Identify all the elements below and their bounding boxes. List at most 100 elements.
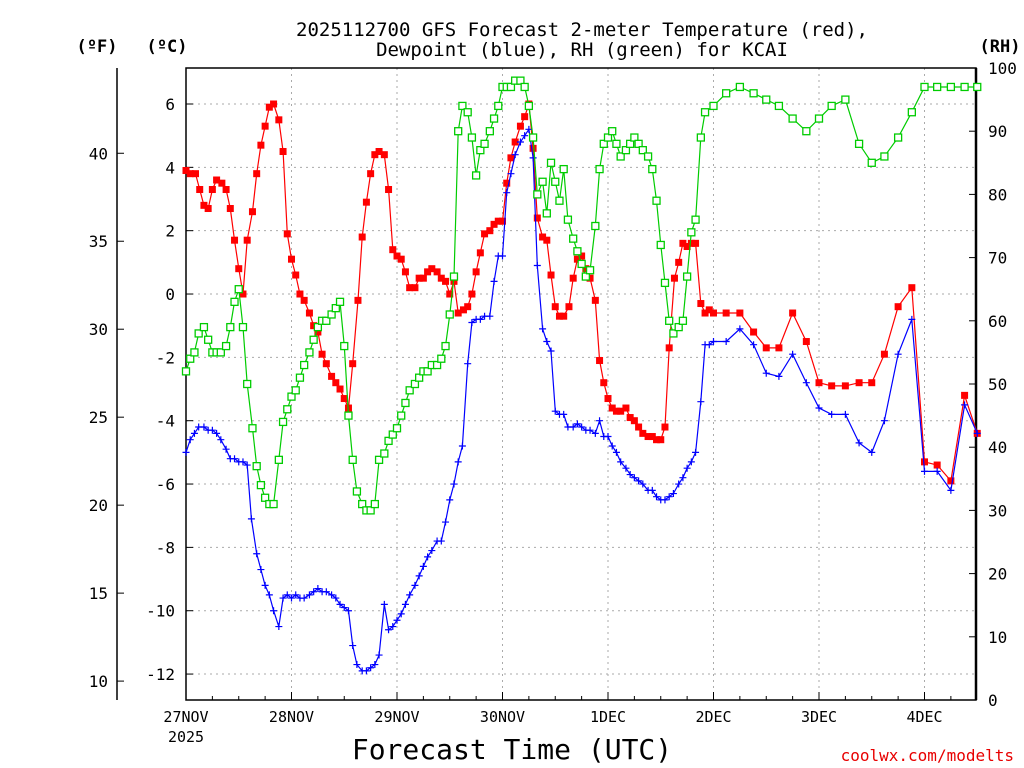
dewpoint-point — [253, 550, 261, 558]
x-tick-label: 30NOV — [480, 708, 525, 726]
relative-humidity-point — [960, 82, 969, 92]
temperature-point — [789, 309, 797, 317]
temperature-point — [305, 309, 313, 317]
relative-humidity-point — [585, 266, 595, 275]
relative-humidity-point — [538, 177, 547, 186]
dewpoint-point — [775, 372, 783, 380]
rh-tick-label: 40 — [988, 438, 1007, 457]
temperature-point — [547, 271, 555, 279]
dewpoint-point — [275, 623, 283, 631]
relative-humidity-point — [252, 462, 261, 471]
temperature-point — [516, 122, 524, 130]
dewpoint-point — [921, 467, 928, 475]
temperature-point — [464, 303, 472, 311]
temperature-point — [657, 436, 665, 444]
temperature-point — [586, 274, 594, 282]
dewpoint-point — [190, 429, 198, 437]
dewpoint-point — [200, 423, 208, 431]
temperature-point — [340, 395, 348, 403]
temperature-point — [454, 309, 462, 317]
dewpoint-point — [270, 607, 278, 615]
relative-humidity-point — [458, 101, 467, 111]
temperature-point — [380, 151, 388, 159]
relative-humidity-point — [295, 373, 305, 382]
temperature-point — [600, 379, 608, 387]
temperature-point — [639, 429, 647, 437]
relative-humidity-point — [893, 133, 903, 142]
dewpoint-point — [322, 588, 330, 596]
dewpoint-point — [486, 312, 494, 320]
dewpoint-point — [880, 417, 888, 425]
temperature-point — [428, 265, 436, 273]
temperature-point — [503, 179, 511, 187]
dewpoint-point — [503, 189, 511, 197]
relative-humidity-point — [577, 259, 586, 269]
temperature-point — [697, 300, 705, 308]
dewpoint-point — [665, 493, 673, 501]
rh-tick-label: 70 — [988, 249, 1007, 268]
temperature-point — [393, 252, 401, 260]
relative-humidity-point — [471, 171, 481, 180]
relative-humidity-point — [248, 424, 257, 433]
temperature-point — [442, 277, 450, 285]
dewpoint-point — [679, 474, 687, 482]
relative-humidity-point — [199, 322, 209, 332]
temperature-point — [200, 201, 208, 209]
temperature-point — [644, 433, 652, 441]
dewpoint-point — [762, 369, 770, 377]
relative-humidity-point — [366, 506, 375, 515]
dewpoint-point — [424, 553, 432, 561]
relative-humidity-point — [344, 411, 353, 420]
relative-humidity-point — [327, 310, 336, 319]
dewpoint-point — [380, 600, 388, 608]
relative-humidity-point — [401, 398, 410, 408]
relative-humidity-point — [305, 348, 314, 357]
temperature-point — [622, 404, 630, 412]
dewpoint-point — [596, 417, 604, 425]
relative-humidity-point — [388, 430, 397, 439]
relative-humidity-point — [322, 316, 331, 325]
temperature-point — [332, 379, 340, 387]
relative-humidity-point — [380, 449, 389, 458]
dewpoint-point — [454, 458, 462, 466]
temperature-point — [828, 382, 836, 390]
dewpoint-point — [705, 341, 713, 349]
temperature-point — [578, 252, 586, 260]
temperature-point — [415, 274, 423, 282]
temperature-point — [612, 407, 620, 415]
relative-humidity-point — [608, 127, 617, 136]
temperature-point — [208, 186, 216, 194]
dewpoint-point — [458, 442, 466, 450]
celsius-tick-label: 6 — [165, 95, 175, 114]
relative-humidity-point — [749, 89, 758, 98]
temperature-point — [248, 208, 256, 216]
dewpoint-point — [371, 661, 379, 669]
relative-humidity-point — [555, 196, 564, 205]
fahrenheit-tick-label: 25 — [89, 408, 108, 427]
temperature-point — [947, 477, 955, 485]
temperature-point — [270, 100, 278, 108]
relative-humidity-point — [291, 386, 300, 395]
relative-humidity-point — [392, 424, 402, 433]
relative-humidity-point — [238, 322, 248, 332]
relative-humidity-point — [827, 101, 836, 111]
relative-humidity-point — [573, 247, 582, 256]
x-tick-label: 1DEC — [590, 708, 626, 726]
fahrenheit-tick-label: 10 — [89, 672, 108, 691]
temperature-point — [182, 167, 190, 175]
dewpoint-point — [385, 626, 393, 634]
dewpoint-point — [692, 448, 700, 456]
dewpoint-point — [961, 401, 969, 409]
relative-humidity-point — [867, 158, 876, 167]
relative-humidity-point — [358, 499, 367, 509]
dewpoint-line — [185, 127, 978, 672]
fahrenheit-tick-label: 35 — [89, 232, 108, 251]
dewpoint-point — [279, 594, 287, 602]
relative-humidity-point — [700, 108, 710, 117]
relative-humidity-point — [648, 164, 657, 174]
temperature-point — [243, 236, 251, 244]
relative-humidity-point — [669, 329, 678, 338]
relative-humidity-point — [283, 405, 292, 414]
temperature-point — [226, 205, 234, 213]
temperature-point — [617, 407, 625, 415]
